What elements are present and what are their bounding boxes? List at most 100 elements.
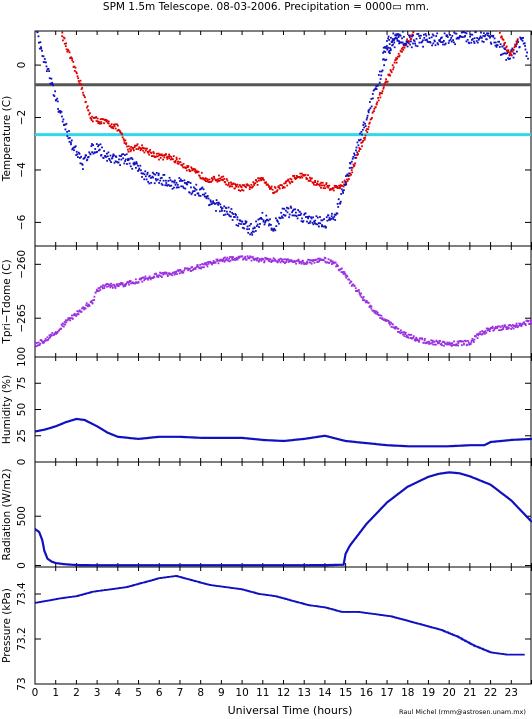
data-point	[512, 56, 515, 59]
data-point	[333, 184, 336, 187]
data-point	[522, 37, 524, 39]
data-point	[455, 344, 458, 347]
data-point	[476, 337, 479, 339]
data-point	[368, 108, 371, 111]
data-point	[210, 200, 212, 203]
data-point	[102, 284, 105, 287]
data-point	[438, 628, 442, 631]
data-point	[125, 153, 128, 156]
data-point	[157, 275, 160, 278]
data-point	[281, 187, 284, 189]
data-point	[309, 259, 312, 261]
data-point	[316, 182, 318, 185]
data-point	[402, 31, 404, 33]
data-point	[375, 310, 378, 313]
data-point	[241, 189, 243, 191]
data-point	[263, 223, 266, 226]
data-point	[323, 184, 326, 187]
data-point	[139, 277, 142, 280]
data-point	[385, 46, 387, 49]
data-point	[471, 38, 474, 40]
data-point	[392, 32, 395, 35]
data-point	[253, 184, 256, 186]
data-point	[392, 66, 395, 69]
data-point	[201, 266, 204, 269]
data-point	[261, 178, 264, 181]
data-point	[345, 274, 348, 277]
data-point	[104, 118, 107, 121]
data-point	[365, 129, 367, 132]
data-point	[191, 167, 193, 170]
data-point	[294, 214, 297, 217]
data-point	[167, 275, 169, 277]
data-point	[200, 177, 202, 180]
data-point	[272, 260, 274, 262]
data-point	[208, 261, 211, 264]
data-point	[251, 230, 254, 233]
data-point	[239, 219, 242, 222]
data-point	[514, 52, 516, 55]
y-tick-label: −260	[16, 250, 28, 279]
data-point	[144, 278, 146, 280]
data-point	[291, 214, 294, 217]
data-point	[150, 177, 152, 179]
data-point	[282, 213, 285, 216]
data-point	[274, 259, 277, 261]
data-point	[68, 137, 71, 139]
data-point	[394, 37, 396, 40]
data-point	[424, 39, 427, 41]
data-point	[49, 82, 52, 85]
data-point	[331, 260, 334, 263]
data-point	[377, 97, 379, 99]
data-point	[511, 48, 514, 51]
data-point	[315, 215, 318, 218]
y-tick-label: −6	[16, 214, 28, 230]
data-point	[61, 120, 64, 123]
data-point	[388, 50, 391, 52]
data-point	[438, 40, 441, 43]
data-point	[352, 156, 355, 158]
data-point	[135, 166, 137, 169]
data-point	[251, 186, 253, 189]
data-point	[252, 181, 255, 184]
data-point	[53, 95, 56, 97]
data-point	[189, 182, 192, 184]
data-point	[440, 37, 442, 40]
data-point	[392, 68, 394, 71]
data-point	[100, 121, 103, 123]
data-point	[404, 331, 407, 334]
data-point	[243, 227, 246, 230]
data-point	[97, 287, 100, 290]
data-point	[120, 282, 122, 284]
chart-title-unit: mm.	[402, 1, 429, 13]
data-point	[435, 340, 438, 343]
data-point	[75, 71, 78, 74]
data-point	[50, 77, 53, 80]
data-point	[143, 151, 146, 154]
data-point	[77, 156, 79, 158]
data-point	[513, 46, 516, 48]
data-point	[326, 219, 329, 222]
data-point	[368, 122, 371, 125]
data-point	[210, 180, 213, 183]
data-point	[121, 282, 124, 284]
data-point	[89, 112, 91, 114]
data-point	[185, 169, 188, 172]
data-point	[506, 328, 509, 330]
data-point	[320, 258, 323, 261]
y-tick-label: 73.2	[16, 627, 28, 650]
data-point	[501, 653, 505, 655]
data-point	[90, 119, 93, 122]
data-point	[153, 152, 155, 155]
data-point	[356, 141, 359, 144]
data-point	[330, 259, 332, 262]
data-point	[159, 157, 162, 159]
data-point	[399, 34, 402, 37]
data-point	[286, 258, 288, 261]
data-point	[416, 622, 420, 625]
data-point	[299, 176, 301, 179]
data-point	[327, 186, 330, 189]
data-point	[169, 179, 172, 182]
data-point	[120, 132, 123, 135]
data-point	[137, 148, 140, 150]
